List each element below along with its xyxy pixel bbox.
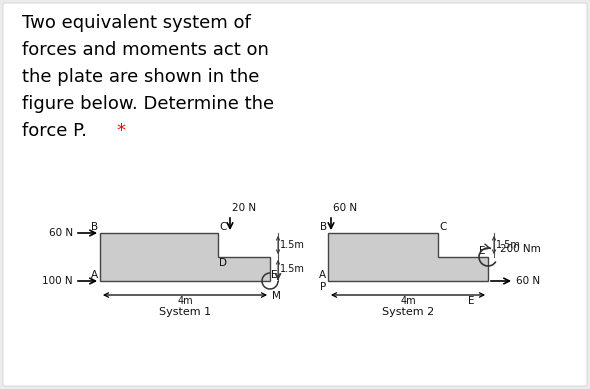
Text: C: C: [439, 222, 447, 232]
Text: Two equivalent system of: Two equivalent system of: [22, 14, 251, 32]
Text: D: D: [219, 258, 227, 268]
Text: 60 N: 60 N: [516, 276, 540, 286]
Text: figure below. Determine the: figure below. Determine the: [22, 95, 274, 113]
Text: 4m: 4m: [177, 296, 193, 306]
Text: 60 N: 60 N: [333, 203, 357, 213]
Text: *: *: [116, 122, 125, 140]
Text: 1.5m: 1.5m: [280, 264, 305, 274]
Text: C: C: [219, 222, 227, 232]
Text: E: E: [468, 296, 474, 306]
Text: E: E: [271, 270, 277, 280]
FancyBboxPatch shape: [3, 3, 587, 386]
Text: 1.5m: 1.5m: [496, 240, 521, 250]
Text: P: P: [320, 282, 326, 292]
Text: force P.: force P.: [22, 122, 93, 140]
Text: A: A: [319, 270, 326, 280]
Text: System 2: System 2: [382, 307, 434, 317]
Text: System 1: System 1: [159, 307, 211, 317]
Text: B: B: [320, 222, 327, 232]
Text: 4m: 4m: [400, 296, 416, 306]
Text: B: B: [91, 222, 98, 232]
Text: 200 Nm: 200 Nm: [500, 244, 541, 254]
Text: forces and moments act on: forces and moments act on: [22, 41, 269, 59]
Text: the plate are shown in the: the plate are shown in the: [22, 68, 260, 86]
Polygon shape: [328, 233, 488, 281]
Text: 20 N: 20 N: [232, 203, 256, 213]
Text: A: A: [91, 270, 98, 280]
Text: 1.5m: 1.5m: [280, 240, 305, 250]
Text: E: E: [480, 246, 486, 256]
Text: 60 N: 60 N: [49, 228, 73, 238]
Polygon shape: [100, 233, 270, 281]
Text: M: M: [272, 291, 281, 301]
Text: 100 N: 100 N: [42, 276, 73, 286]
